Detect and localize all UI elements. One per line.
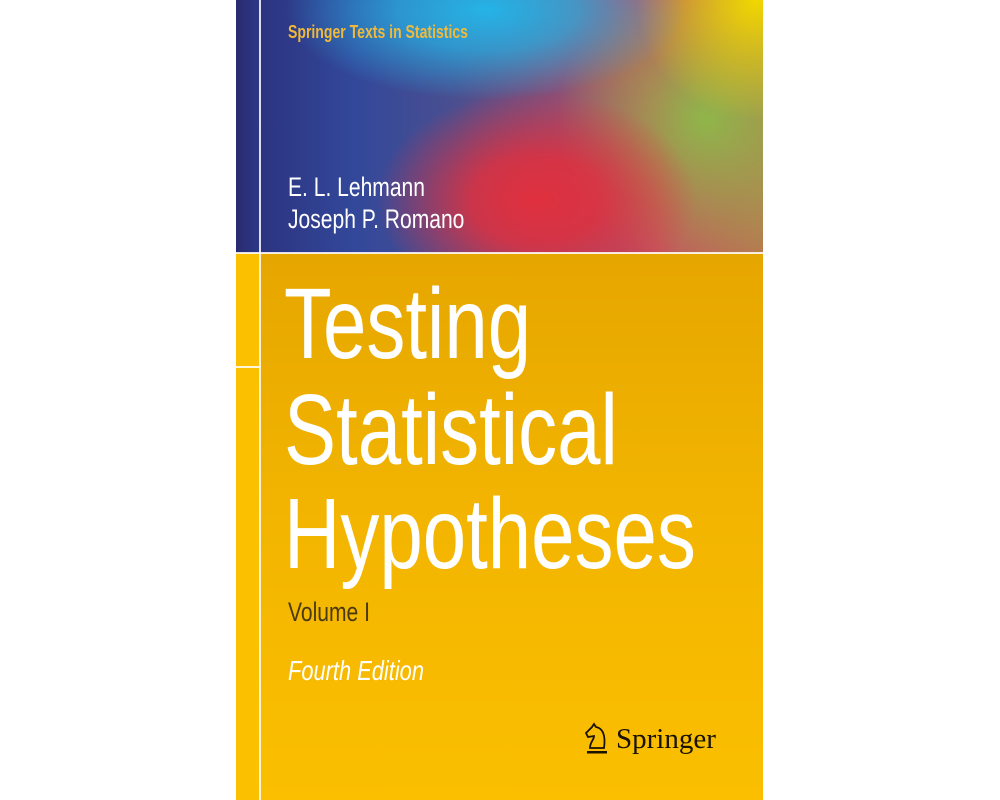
gradient-banner [236, 0, 763, 253]
series-name: Springer Texts in Statistics [288, 22, 468, 42]
title-line-1: Testing [284, 268, 532, 380]
author-2: Joseph P. Romano [288, 204, 465, 234]
author-1: E. L. Lehmann [288, 172, 425, 202]
divider-vertical [259, 0, 261, 800]
book-cover: Springer Texts in Statistics E. L. Lehma… [236, 0, 763, 800]
title-line-3: Hypotheses [284, 478, 696, 590]
spine-strip [236, 253, 259, 800]
volume-label: Volume I [288, 597, 370, 627]
knight-horse-icon [584, 722, 607, 754]
divider-strip [236, 366, 259, 368]
publisher-name: Springer [616, 722, 716, 755]
spine-strip-top [236, 0, 259, 253]
divider-horizontal [236, 252, 763, 254]
publisher-logo: Springer [584, 722, 716, 756]
title-line-2: Statistical [284, 374, 618, 486]
edition-label: Fourth Edition [288, 655, 424, 686]
